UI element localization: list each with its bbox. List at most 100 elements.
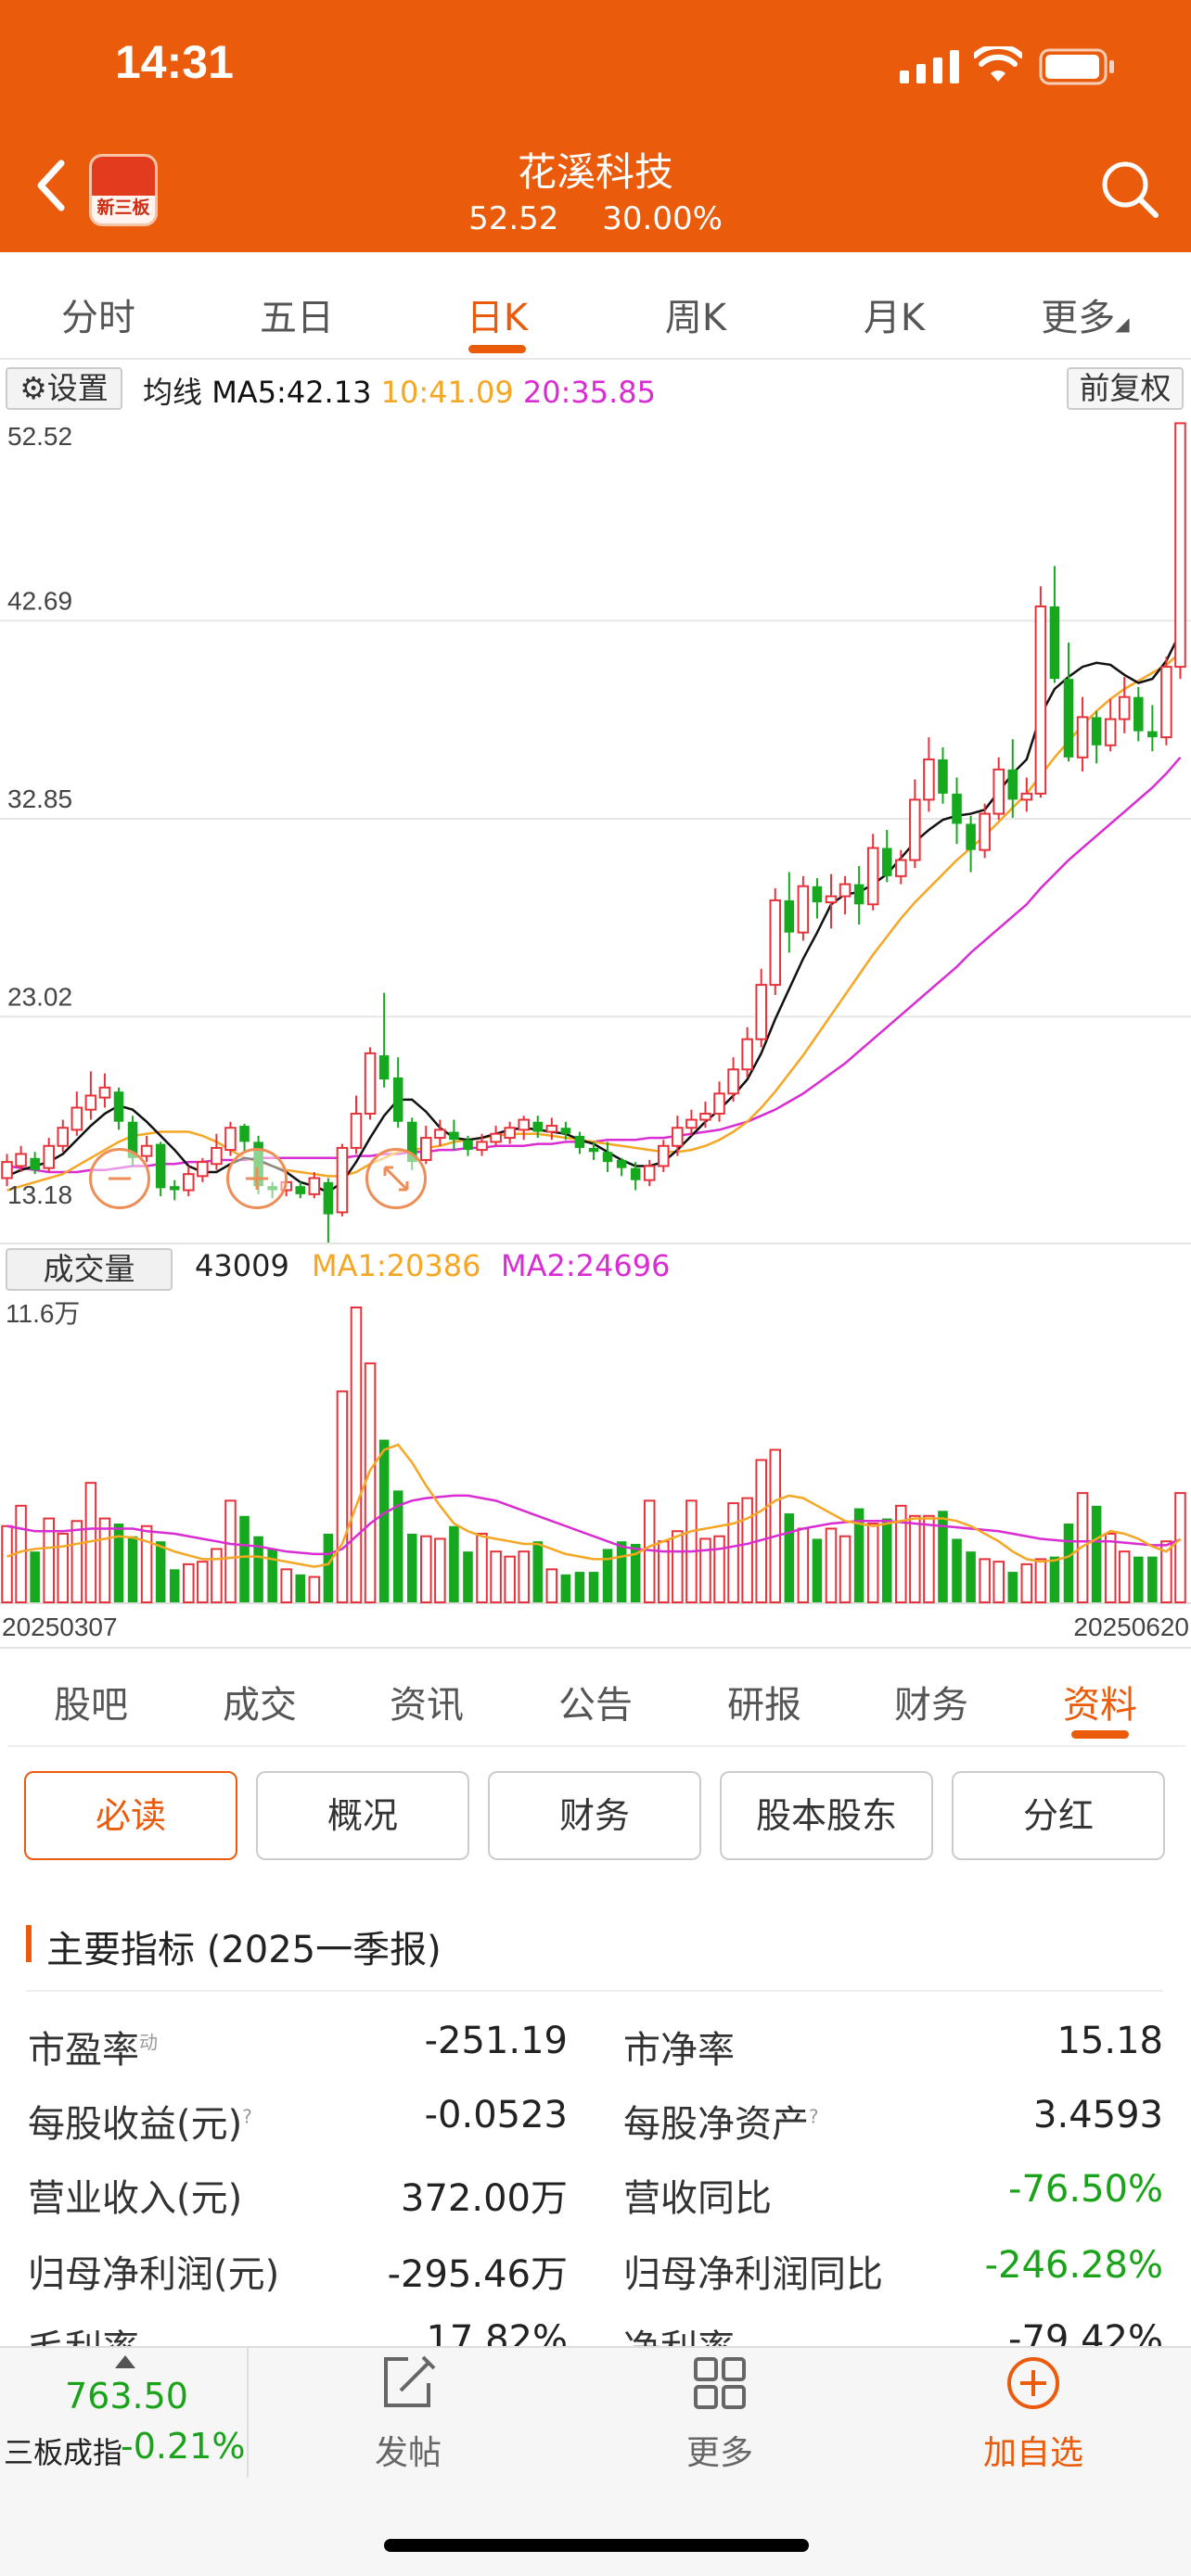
ma10-line xyxy=(6,651,1182,1192)
candle-body xyxy=(755,984,767,1040)
candle-body xyxy=(992,768,1005,815)
candle-body xyxy=(197,1161,209,1178)
tab-weekly-k[interactable]: 周K xyxy=(664,297,727,339)
tab-minute[interactable]: 分时 xyxy=(61,297,135,339)
candle-body xyxy=(769,899,782,987)
volume-bar xyxy=(616,1541,627,1602)
candle-body xyxy=(1,1161,13,1180)
tab-finance[interactable]: 财务 xyxy=(894,1684,968,1727)
pill-finance[interactable]: 财务 xyxy=(488,1771,701,1860)
pill-share-capital[interactable]: 股本股东 xyxy=(720,1771,933,1860)
index-ticker[interactable] xyxy=(0,2348,249,2478)
candle-body xyxy=(630,1167,641,1180)
zoom-out-button[interactable] xyxy=(89,1148,150,1209)
candle-body xyxy=(183,1173,195,1192)
tab-research[interactable]: 研报 xyxy=(727,1684,801,1727)
candle-body xyxy=(812,886,823,903)
stock-quote: 52.52 30.00% xyxy=(0,200,1191,237)
adjust-button[interactable]: 前复权 xyxy=(1067,367,1184,410)
minus-icon xyxy=(109,1177,131,1180)
pill-overview[interactable]: 概况 xyxy=(256,1771,469,1860)
add-watchlist-button[interactable] xyxy=(959,2355,1108,2494)
volume-bar xyxy=(476,1532,488,1603)
fullscreen-button[interactable] xyxy=(365,1148,427,1209)
volume-ma2: MA2:24696 xyxy=(501,1248,671,1283)
price-axis-label: 42.69 xyxy=(7,586,72,615)
candle-body xyxy=(1118,695,1131,721)
candle-body xyxy=(127,1121,138,1158)
candle-body xyxy=(1147,731,1158,738)
settings-button[interactable]: ⚙设置 xyxy=(6,367,122,410)
tab-five-day[interactable]: 五日 xyxy=(260,297,334,339)
end-date-label: 20250620 xyxy=(1073,1613,1189,1641)
price-axis-label: 32.85 xyxy=(7,784,72,813)
indicator-value: -76.50% xyxy=(1008,2168,1163,2211)
edit-icon xyxy=(384,2355,436,2407)
volume-bar xyxy=(1104,1532,1117,1603)
pill-must-read[interactable]: 必读 xyxy=(24,1771,237,1860)
volume-bar xyxy=(169,1569,180,1602)
tab-daily-k[interactable]: 日K xyxy=(466,297,529,339)
ma-legend: 均线 MA5:42.13 10:41.09 20:35.85 xyxy=(143,369,656,412)
candle-body xyxy=(853,884,864,905)
search-icon[interactable] xyxy=(1100,159,1159,219)
candle-body xyxy=(476,1141,488,1152)
board-badge[interactable]: 新三板 xyxy=(89,154,158,226)
volume-chart[interactable]: 11.6万 20250307 20250620 xyxy=(0,1294,1191,1649)
section-accent-bar xyxy=(26,1925,32,1962)
candle-body xyxy=(308,1177,321,1195)
wifi-icon xyxy=(974,46,1022,82)
candle-body xyxy=(336,1146,349,1214)
candle-body xyxy=(952,793,962,824)
candle-body xyxy=(643,1165,656,1181)
help-icon[interactable]: ? xyxy=(809,2105,819,2128)
candle-body xyxy=(378,1055,390,1080)
candle-body xyxy=(1063,679,1074,758)
tab-profile[interactable]: 资料 xyxy=(1063,1684,1137,1727)
volume-bar xyxy=(895,1504,907,1604)
tab-monthly-k[interactable]: 月K xyxy=(863,297,926,339)
tab-more[interactable]: 更多◢ xyxy=(1041,297,1130,339)
candle-body xyxy=(169,1186,180,1191)
back-button[interactable] xyxy=(33,158,70,213)
pill-dividend[interactable]: 分红 xyxy=(952,1771,1165,1860)
post-button[interactable] xyxy=(334,2355,482,2494)
volume-bar xyxy=(909,1514,921,1603)
candle-body xyxy=(463,1140,473,1151)
candle-body xyxy=(43,1144,55,1169)
volume-indicator-button[interactable]: 成交量 xyxy=(6,1248,173,1291)
candle-body xyxy=(727,1068,739,1095)
indicator-value: 372.00万 xyxy=(401,2177,568,2220)
add-circle-icon xyxy=(1007,2357,1059,2409)
index-value: 763.50 xyxy=(65,2376,188,2417)
volume-bar xyxy=(630,1543,641,1602)
tab-forum[interactable]: 股吧 xyxy=(54,1684,128,1727)
volume-bar xyxy=(713,1535,725,1604)
candle-body xyxy=(70,1106,83,1131)
volume-bar xyxy=(127,1536,138,1602)
indicator-label: 每股收益(元)? xyxy=(28,2103,252,2146)
volume-bar xyxy=(30,1551,40,1602)
more-button[interactable] xyxy=(646,2355,794,2494)
volume-bar xyxy=(1034,1558,1047,1603)
caret-icon: ◢ xyxy=(1115,312,1130,335)
volume-bar xyxy=(308,1575,321,1604)
candle-body xyxy=(1160,666,1172,739)
candle-body xyxy=(1049,606,1060,680)
candle-body xyxy=(909,798,921,861)
candle-body xyxy=(699,1113,711,1121)
candle-body xyxy=(224,1127,237,1152)
tab-announcements[interactable]: 公告 xyxy=(558,1684,633,1727)
candle-body xyxy=(658,1144,670,1167)
tab-news[interactable]: 资讯 xyxy=(390,1684,464,1727)
tab-trades[interactable]: 成交 xyxy=(223,1684,297,1727)
candlestick-chart[interactable]: 52.52 42.69 32.85 23.02 13.18 xyxy=(0,414,1191,1243)
candle-body xyxy=(923,758,935,801)
period-tabs xyxy=(0,252,1191,360)
volume-bar xyxy=(43,1517,55,1603)
volume-bar xyxy=(140,1524,153,1603)
help-icon[interactable]: ? xyxy=(242,2105,252,2128)
zoom-in-button[interactable] xyxy=(226,1148,288,1209)
volume-bar xyxy=(224,1499,237,1604)
volume-bar xyxy=(1007,1572,1018,1602)
